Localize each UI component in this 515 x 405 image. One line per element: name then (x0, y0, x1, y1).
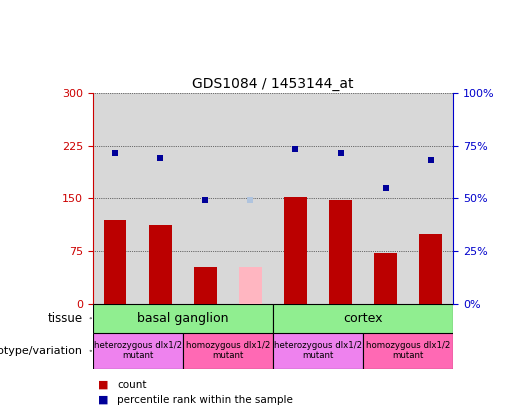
Bar (93, 333, 183, 369)
Text: homozygous dlx1/2
mutant: homozygous dlx1/2 mutant (186, 341, 270, 360)
Bar (149, 225, 171, 304)
Text: genotype/variation: genotype/variation (0, 346, 82, 356)
Text: basal ganglion: basal ganglion (137, 312, 229, 325)
Text: heterozygous dlx1/2
mutant: heterozygous dlx1/2 mutant (94, 341, 182, 360)
Bar (104, 220, 127, 304)
Bar (273, 304, 453, 333)
Text: heterozygous dlx1/2
mutant: heterozygous dlx1/2 mutant (274, 341, 362, 360)
Text: count: count (117, 380, 147, 390)
Bar (419, 234, 442, 304)
Text: homozygous dlx1/2
mutant: homozygous dlx1/2 mutant (366, 341, 450, 360)
Text: cortex: cortex (344, 312, 383, 325)
Bar (183, 333, 273, 369)
Text: ■: ■ (98, 380, 108, 390)
Bar (284, 197, 307, 304)
Bar (329, 200, 352, 304)
Text: tissue: tissue (47, 312, 82, 325)
Bar (194, 267, 217, 304)
Text: percentile rank within the sample: percentile rank within the sample (117, 395, 294, 405)
Bar (273, 333, 363, 369)
Bar (374, 253, 397, 304)
Text: ■: ■ (98, 395, 108, 405)
Bar (239, 267, 262, 304)
Title: GDS1084 / 1453144_at: GDS1084 / 1453144_at (192, 77, 354, 91)
Bar (363, 333, 453, 369)
Bar (93, 304, 273, 333)
